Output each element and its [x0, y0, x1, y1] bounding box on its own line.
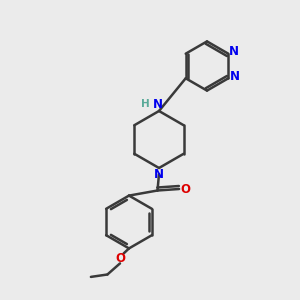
Text: O: O [180, 182, 190, 196]
Text: O: O [115, 252, 125, 265]
Text: H: H [141, 99, 150, 110]
Text: N: N [152, 98, 163, 111]
Text: N: N [229, 45, 239, 58]
Text: N: N [154, 168, 164, 181]
Text: N: N [230, 70, 240, 83]
